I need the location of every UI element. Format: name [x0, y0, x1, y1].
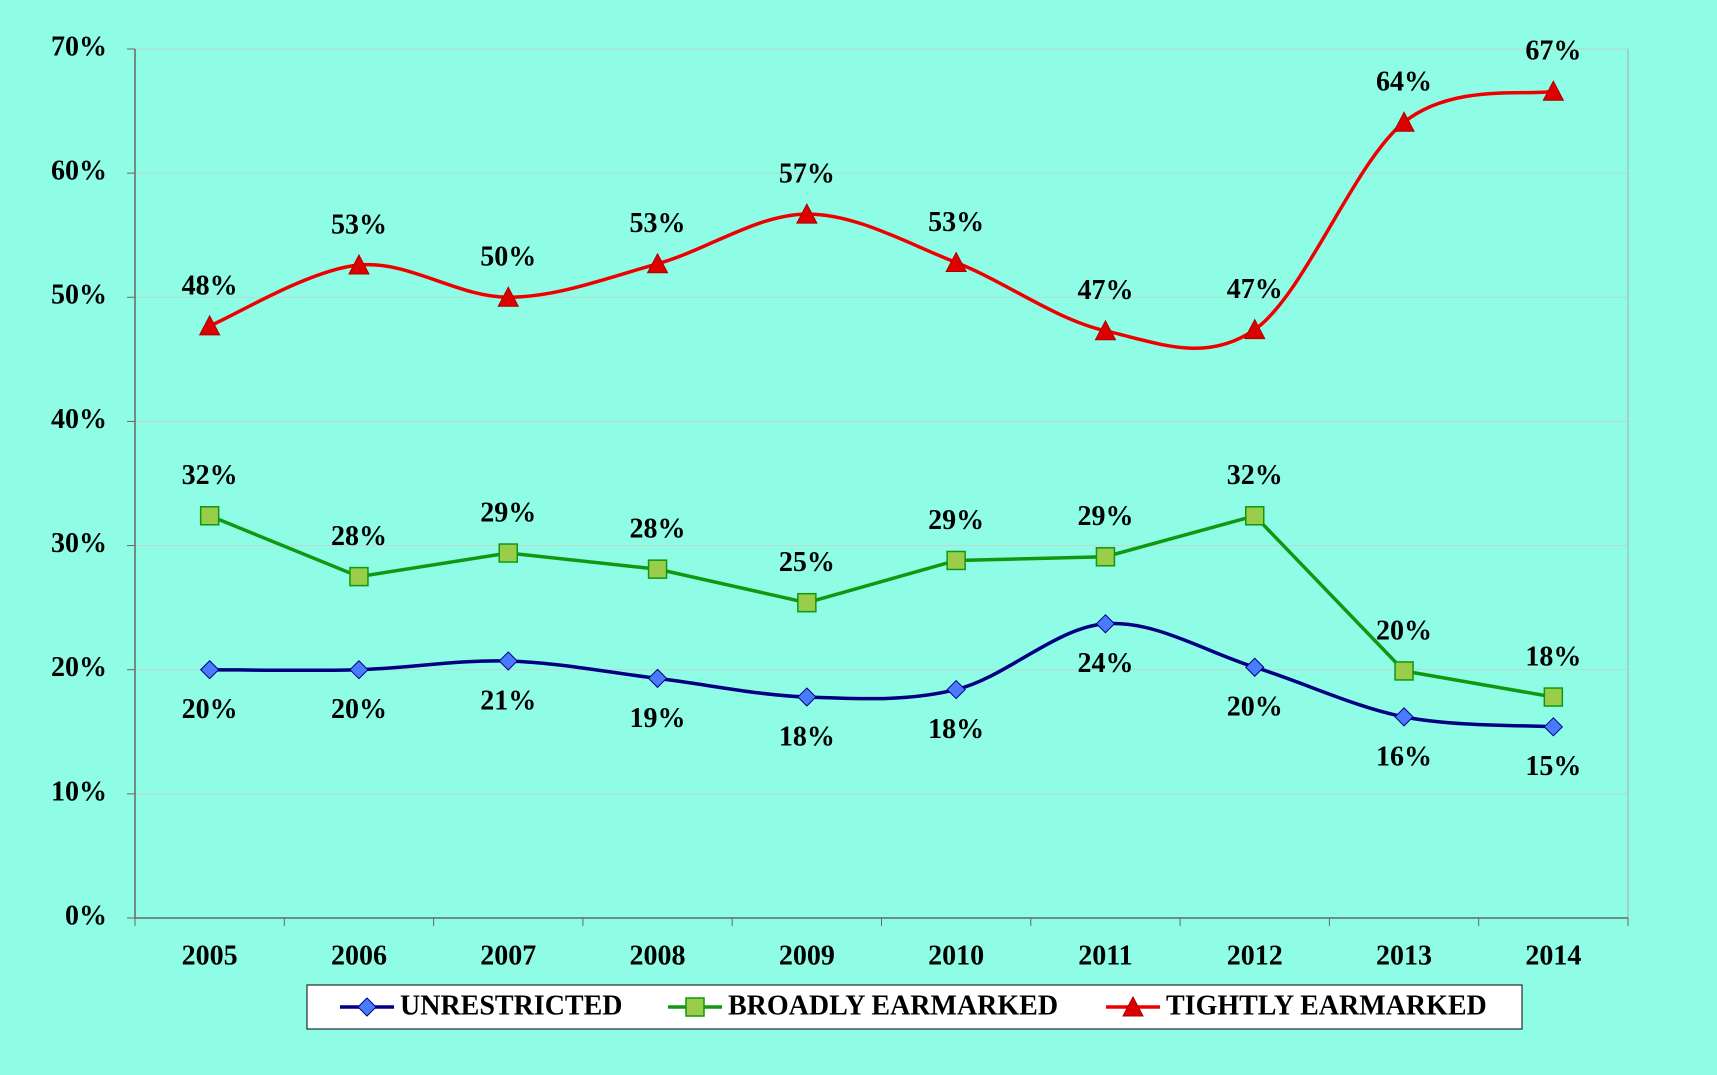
- data-label: 16%: [1376, 741, 1432, 772]
- data-point: [797, 592, 817, 613]
- x-tick-label: 2009: [779, 940, 835, 971]
- legend-label: TIGHTLY EARMARKED: [1166, 990, 1487, 1021]
- legend-marker: [357, 997, 377, 1017]
- data-point: [945, 251, 967, 273]
- x-tick-label: 2006: [331, 940, 387, 971]
- data-point: [1243, 318, 1266, 340]
- data-point: [646, 252, 669, 274]
- data-point: [1094, 319, 1117, 341]
- legend-marker: [1122, 995, 1144, 1017]
- x-tick-label: 2005: [182, 940, 238, 971]
- data-point: [946, 550, 966, 571]
- data-point: [1245, 506, 1265, 526]
- x-tick-label: 2013: [1376, 940, 1432, 971]
- data-point: [198, 314, 221, 336]
- data-point: [1095, 614, 1116, 634]
- data-label: 29%: [928, 505, 984, 536]
- data-point: [1095, 546, 1116, 567]
- data-label: 48%: [182, 270, 238, 301]
- x-tick-label: 2007: [480, 940, 536, 971]
- legend-label: BROADLY EARMARKED: [728, 990, 1058, 1021]
- y-tick-label: 50%: [51, 280, 107, 311]
- data-point: [199, 660, 220, 680]
- x-tick-label: 2008: [630, 940, 686, 971]
- data-label: 32%: [182, 460, 238, 491]
- data-label: 53%: [928, 207, 984, 238]
- y-tick-label: 10%: [51, 776, 107, 807]
- x-tick-label: 2012: [1227, 940, 1283, 971]
- legend-marker: [685, 997, 705, 1017]
- data-label: 67%: [1525, 36, 1581, 67]
- data-point: [647, 559, 668, 579]
- data-label: 32%: [1227, 460, 1283, 491]
- data-label: 21%: [480, 685, 536, 716]
- data-point: [1394, 707, 1414, 727]
- data-point: [1543, 717, 1564, 737]
- data-label: 24%: [1077, 648, 1133, 679]
- data-label: 18%: [1525, 641, 1581, 672]
- x-tick-label: 2010: [928, 940, 984, 971]
- data-point: [498, 543, 518, 563]
- data-label: 53%: [331, 209, 387, 240]
- data-label: 18%: [779, 721, 835, 752]
- data-label: 20%: [1227, 692, 1283, 723]
- y-tick-label: 70%: [51, 31, 107, 62]
- data-point: [1394, 661, 1414, 681]
- x-tick-label: 2011: [1078, 940, 1132, 971]
- data-label: 20%: [1376, 615, 1432, 646]
- data-point: [1542, 80, 1565, 101]
- data-label: 53%: [630, 208, 686, 239]
- data-label: 28%: [630, 514, 686, 545]
- data-point: [497, 286, 520, 307]
- data-label: 19%: [630, 703, 686, 734]
- data-point: [199, 506, 220, 526]
- data-point: [1245, 657, 1265, 677]
- data-label: 57%: [779, 159, 835, 190]
- y-tick-label: 30%: [51, 528, 107, 559]
- data-point: [796, 203, 818, 224]
- y-tick-label: 60%: [51, 156, 107, 187]
- y-tick-label: 0%: [65, 900, 107, 931]
- data-point: [647, 668, 668, 689]
- data-label: 47%: [1077, 275, 1133, 306]
- data-label: 50%: [480, 242, 536, 273]
- data-point: [349, 566, 369, 587]
- y-tick-label: 40%: [51, 404, 107, 435]
- data-point: [498, 651, 518, 671]
- data-label: 15%: [1525, 751, 1581, 782]
- data-label: 47%: [1227, 274, 1283, 305]
- data-label: 29%: [1077, 501, 1133, 532]
- data-label: 18%: [928, 714, 984, 745]
- data-point: [1393, 111, 1415, 132]
- data-point: [946, 679, 966, 700]
- series-line: [208, 89, 1554, 350]
- data-label: 29%: [480, 497, 536, 528]
- data-label: 20%: [182, 694, 238, 725]
- legend-box: [306, 984, 1523, 1030]
- data-point: [348, 253, 370, 275]
- y-tick-label: 20%: [51, 652, 107, 683]
- data-label: 20%: [331, 694, 387, 725]
- data-label: 64%: [1376, 67, 1432, 98]
- x-tick-label: 2014: [1525, 940, 1581, 971]
- series-line: [208, 513, 1554, 699]
- data-point: [1543, 687, 1564, 707]
- data-point: [797, 687, 817, 707]
- legend-label: UNRESTRICTED: [400, 990, 623, 1021]
- data-label: 25%: [779, 547, 835, 578]
- series-line: [209, 621, 1554, 729]
- data-point: [349, 660, 369, 680]
- data-label: 28%: [331, 521, 387, 552]
